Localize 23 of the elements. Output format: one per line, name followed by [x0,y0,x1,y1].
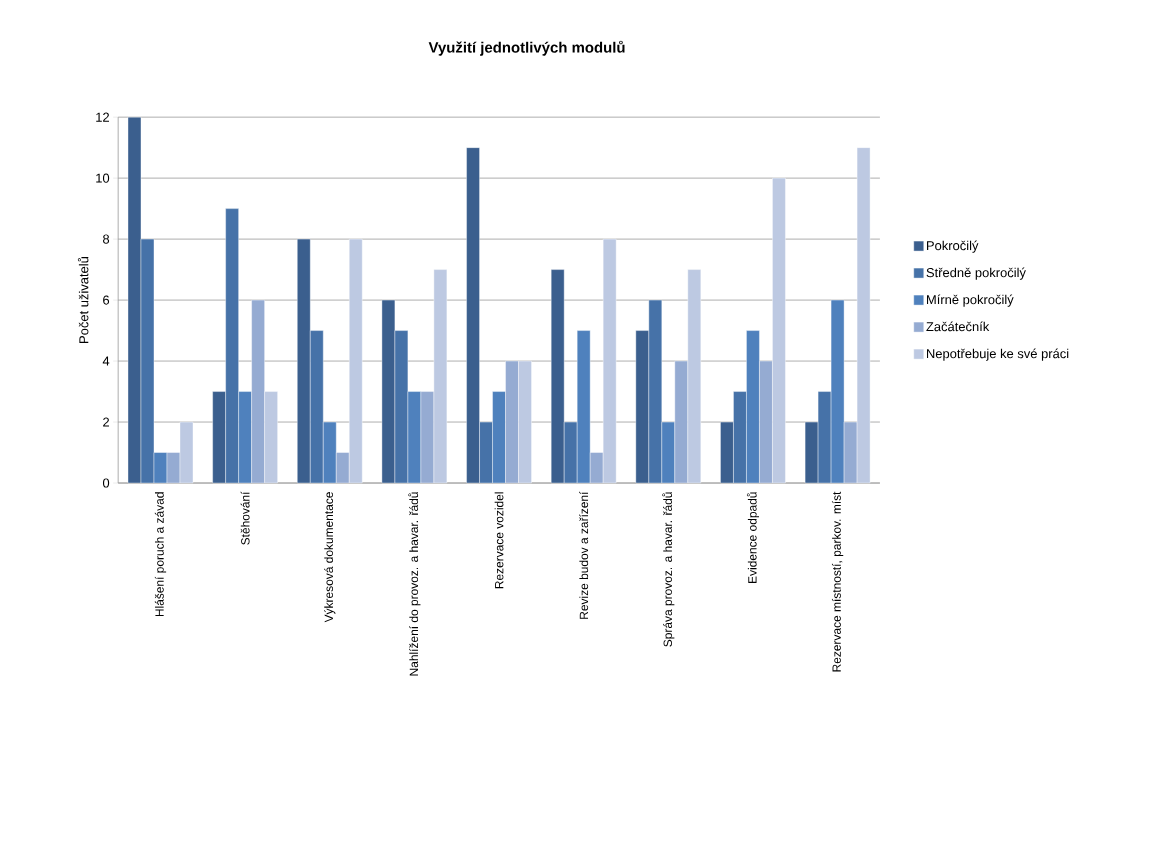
y-tick-label: 12 [96,112,109,122]
legend-label: Nepotřebuje ke své práci [927,348,1069,361]
x-tick-label: Stěhování [240,491,250,545]
x-tick-label: Výkresová dokumentace [324,492,336,623]
legend-label: Mírně pokročilý [927,294,1014,307]
y-axis-title: Počet uživatelů [77,257,89,343]
x-tick-label: Revize budov a zařízení [579,491,589,619]
x-tick-label: Hlášení poruch a závad [154,492,167,617]
legend-label: Začátečník [926,321,990,332]
x-tick-label: Nahlížení do provoz. a havar. řádů [408,492,421,676]
x-tick-label: Rezervace vozidel [494,492,504,589]
x-tick-label: Rezervace místností, parkov. míst [831,491,844,672]
x-tick-label: Evidence odpadů [746,492,760,583]
y-tick-label: 2 [103,417,109,427]
y-tick-label: 0 [102,478,110,488]
y-tick-label: 4 [102,356,110,366]
legend-label: Středně pokročilý [926,267,1026,280]
y-tick-label: 8 [103,234,110,244]
chart-title: Využití jednotlivých modulů [428,40,625,56]
x-tick-label: Správa provoz. a havar. řádů [662,492,675,647]
y-tick-label: 6 [103,295,110,305]
y-tick-label: 10 [96,173,110,183]
legend-label: Pokročilý [927,240,979,253]
